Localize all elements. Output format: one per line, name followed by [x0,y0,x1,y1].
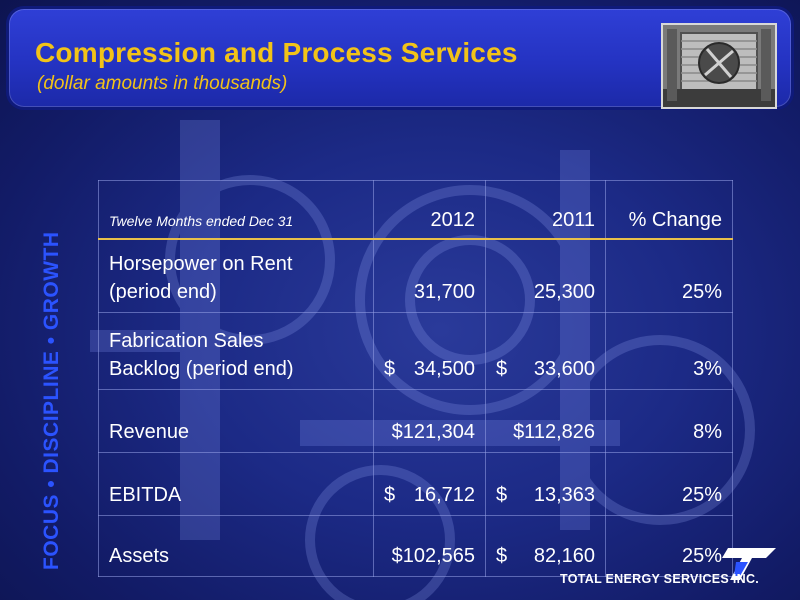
amount: 33,600 [533,358,595,380]
company-name: TOTAL ENERGY SERVICES INC. [560,572,760,586]
period-header: Twelve Months ended Dec 31 [98,180,374,240]
row-label: Fabrication Sales Backlog (period end) [98,312,374,390]
value-change: 25% [605,515,733,577]
column-header-2012: 2012 [373,180,486,240]
value-2011: $112,826 [485,389,606,453]
value-2012: $ 34,500 [373,312,486,390]
column-header-change: % Change [605,180,733,240]
table-row-assets: Assets $102,565 $ 82,160 25% [98,515,733,577]
page-title: Compression and Process Services [35,37,518,68]
value-2012: $121,304 [373,389,486,453]
value-change: 25% [605,238,733,313]
row-label-line-1: Horsepower on Rent [109,253,293,275]
logo-mark-icon [722,548,776,580]
amount: 13,363 [533,484,595,506]
company-logo: TOTAL ENERGY SERVICES INC. [560,546,780,590]
currency-symbol: $ [496,358,508,380]
row-label: Horsepower on Rent (period end) [98,238,374,313]
value-change: 8% [605,389,733,453]
value-2012: $ 16,712 [373,452,486,516]
amount: 82,160 [533,545,595,567]
table-header-row: Twelve Months ended Dec 31 2012 2011 % C… [98,180,733,240]
row-label-line-2: (period end) [109,281,217,303]
currency-symbol: $ [384,484,396,506]
amount: 16,712 [413,484,475,506]
table-row-revenue: Revenue $121,304 $112,826 8% [98,389,733,453]
financial-table: Twelve Months ended Dec 31 2012 2011 % C… [98,180,733,577]
title-banner: Compression and Process Services (dollar… [6,6,794,110]
row-label-line-1: Fabrication Sales [109,330,264,352]
column-header-2011: 2011 [485,180,606,240]
page-subtitle: (dollar amounts in thousands) [37,73,288,94]
row-label: Assets [98,515,374,577]
value-2012: $102,565 [373,515,486,577]
value-2011: 25,300 [485,238,606,313]
value-2012: 31,700 [373,238,486,313]
table-row-fabrication-backlog: Fabrication Sales Backlog (period end) $… [98,312,733,390]
currency-symbol: $ [496,545,508,567]
table-row-horsepower: Horsepower on Rent (period end) 31,700 2… [98,238,733,313]
row-label-line-2: Backlog (period end) [109,358,294,380]
row-label: EBITDA [98,452,374,516]
currency-symbol: $ [496,484,508,506]
vertical-tagline: FOCUS • DISCIPLINE • GROWTH [40,231,63,570]
value-2011: $ 33,600 [485,312,606,390]
value-change: 25% [605,452,733,516]
row-label: Revenue [98,389,374,453]
value-2011: $ 82,160 [485,515,606,577]
table-row-ebitda: EBITDA $ 16,712 $ 13,363 25% [98,452,733,516]
value-2011: $ 13,363 [485,452,606,516]
currency-symbol: $ [384,358,396,380]
amount: 34,500 [413,358,475,380]
equipment-photo [661,23,777,109]
value-change: 3% [605,312,733,390]
